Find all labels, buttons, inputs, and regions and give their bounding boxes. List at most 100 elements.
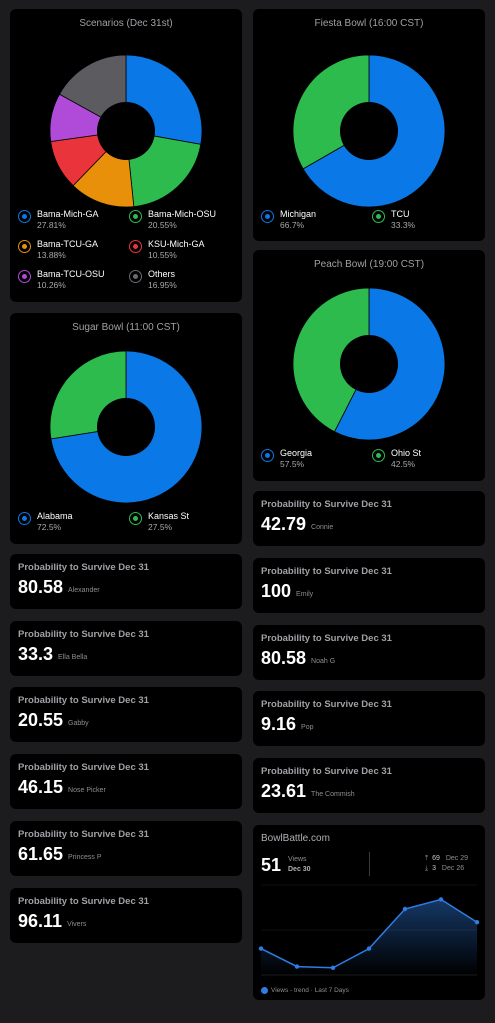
legend-percent: 42.5% [391, 459, 421, 470]
legend-percent: 33.3% [391, 220, 415, 231]
stat-title: Probability to Survive Dec 31 [18, 629, 149, 640]
stat-title: Probability to Survive Dec 31 [18, 829, 149, 840]
legend-label: Michigan [280, 209, 316, 220]
legend-label: Bama-Mich-OSU [148, 209, 216, 220]
legend-label: Bama-TCU-OSU [37, 269, 105, 280]
stat-number: 80.58 [18, 577, 63, 597]
player-name: Emily [296, 591, 313, 598]
stat-value: 80.58 Alexander [18, 577, 100, 598]
stat-card-nose-picker[interactable]: Probability to Survive Dec 31 46.15 Nose … [10, 754, 242, 809]
stat-value: 61.65 Princess P [18, 844, 102, 865]
globe-icon [261, 987, 268, 994]
views-point-6 [475, 920, 479, 924]
legend-item-bama-mich-osu: Bama-Mich-OSU 20.55% [129, 209, 216, 231]
sugar-bowl-donut [10, 313, 242, 513]
donut-hole [340, 335, 398, 393]
views-point-1 [295, 964, 299, 968]
legend-item-alabama: Alabama 72.5% [18, 511, 73, 533]
legend-dot-icon [372, 210, 385, 223]
stat-value: 80.58 Noah G [261, 648, 335, 669]
stat-number: 96.11 [18, 911, 62, 931]
player-name: Alexander [68, 587, 100, 594]
stat-card-gabby[interactable]: Probability to Survive Dec 31 20.55 Gabby [10, 687, 242, 742]
player-name: Connie [311, 524, 333, 531]
peach-bowl-card[interactable]: Peach Bowl (19:00 CST) Georgia 57.5% Ohio … [253, 250, 485, 481]
stat-card-pop[interactable]: Probability to Survive Dec 31 9.16 Pop [253, 691, 485, 746]
stat-card-connie[interactable]: Probability to Survive Dec 31 42.79 Conni… [253, 491, 485, 546]
stat-number: 33.3 [18, 644, 53, 664]
stat-card-alexander[interactable]: Probability to Survive Dec 31 80.58 Alexa… [10, 554, 242, 609]
legend-dot-icon [18, 240, 31, 253]
stat-value: 33.3 Ella Bella [18, 644, 87, 665]
stat-card-the-commish[interactable]: Probability to Survive Dec 31 23.61 The C… [253, 758, 485, 813]
stat-card-princess-p[interactable]: Probability to Survive Dec 31 61.65 Princ… [10, 821, 242, 876]
stat-card-noah-g[interactable]: Probability to Survive Dec 31 80.58 Noah … [253, 625, 485, 680]
stat-title: Probability to Survive Dec 31 [18, 695, 149, 706]
stat-value: 20.55 Gabby [18, 710, 89, 731]
views-trend-chart [253, 825, 485, 1000]
legend-label: Bama-TCU-GA [37, 239, 98, 250]
stat-number: 9.16 [261, 714, 296, 734]
stat-card-emily[interactable]: Probability to Survive Dec 31 100 Emily [253, 558, 485, 613]
sugar-bowl-card[interactable]: Sugar Bowl (11:00 CST) Alabama 72.5% Kansa… [10, 313, 242, 544]
stat-value: 100 Emily [261, 581, 313, 602]
legend-dot-icon [129, 512, 142, 525]
legend-dot-icon [18, 512, 31, 525]
legend-percent: 16.95% [148, 280, 177, 291]
legend-dot-icon [18, 270, 31, 283]
legend-dot-icon [18, 210, 31, 223]
player-name: Noah G [311, 658, 335, 665]
stat-title: Probability to Survive Dec 31 [18, 562, 149, 573]
legend-item-ohio-st: Ohio St 42.5% [372, 448, 421, 470]
legend-percent: 20.55% [148, 220, 216, 231]
legend-dot-icon [261, 210, 274, 223]
legend-label: TCU [391, 209, 415, 220]
legend-label: KSU-Mich-GA [148, 239, 205, 250]
donut-hole [97, 102, 155, 160]
legend-item-kansas-st: Kansas St 27.5% [129, 511, 189, 533]
legend-dot-icon [129, 210, 142, 223]
views-point-2 [331, 966, 335, 970]
player-name: Vivers [67, 921, 86, 928]
stat-value: 46.15 Nose Picker [18, 777, 106, 798]
legend-item-bama-tcu-osu: Bama-TCU-OSU 10.26% [18, 269, 105, 291]
legend-item-others: Others 16.95% [129, 269, 177, 291]
site-traffic-card[interactable]: BowlBattle.com 51 Views Dec 30 ⤒ 69 Dec … [253, 825, 485, 1000]
stat-number: 46.15 [18, 777, 63, 797]
stat-number: 42.79 [261, 514, 306, 534]
legend-label: Bama-Mich-GA [37, 209, 99, 220]
stat-title: Probability to Survive Dec 31 [261, 499, 392, 510]
legend-percent: 10.55% [148, 250, 205, 261]
legend-percent: 27.81% [37, 220, 99, 231]
stat-card-vivers[interactable]: Probability to Survive Dec 31 96.11 Viver… [10, 888, 242, 943]
legend-label: Ohio St [391, 448, 421, 459]
donut-hole [97, 398, 155, 456]
donut-hole [340, 102, 398, 160]
player-name: The Commish [311, 791, 355, 798]
legend-item-michigan: Michigan 66.7% [261, 209, 316, 231]
legend-label: Kansas St [148, 511, 189, 522]
stat-number: 20.55 [18, 710, 63, 730]
legend-label: Others [148, 269, 177, 280]
legend-percent: 72.5% [37, 522, 73, 533]
legend-percent: 27.5% [148, 522, 189, 533]
legend-percent: 13.88% [37, 250, 98, 261]
views-area [261, 899, 477, 975]
legend-percent: 57.5% [280, 459, 312, 470]
legend-item-bama-mich-ga: Bama-Mich-GA 27.81% [18, 209, 99, 231]
player-name: Pop [301, 724, 313, 731]
stat-number: 61.65 [18, 844, 63, 864]
fiesta-bowl-card[interactable]: Fiesta Bowl (16:00 CST) Michigan 66.7% TCU… [253, 9, 485, 241]
legend-item-georgia: Georgia 57.5% [261, 448, 312, 470]
player-name: Princess P [68, 854, 101, 861]
player-name: Ella Bella [58, 654, 87, 661]
stat-title: Probability to Survive Dec 31 [18, 762, 149, 773]
legend-percent: 10.26% [37, 280, 105, 291]
stat-card-ella-bella[interactable]: Probability to Survive Dec 31 33.3 Ella B… [10, 621, 242, 676]
legend-dot-icon [129, 240, 142, 253]
stat-value: 23.61 The Commish [261, 781, 355, 802]
views-point-0 [259, 946, 263, 950]
scenarios-card[interactable]: Scenarios (Dec 31st) Bama-Mich-GA 27.81% B… [10, 9, 242, 302]
stat-value: 9.16 Pop [261, 714, 314, 735]
legend-label: Alabama [37, 511, 73, 522]
